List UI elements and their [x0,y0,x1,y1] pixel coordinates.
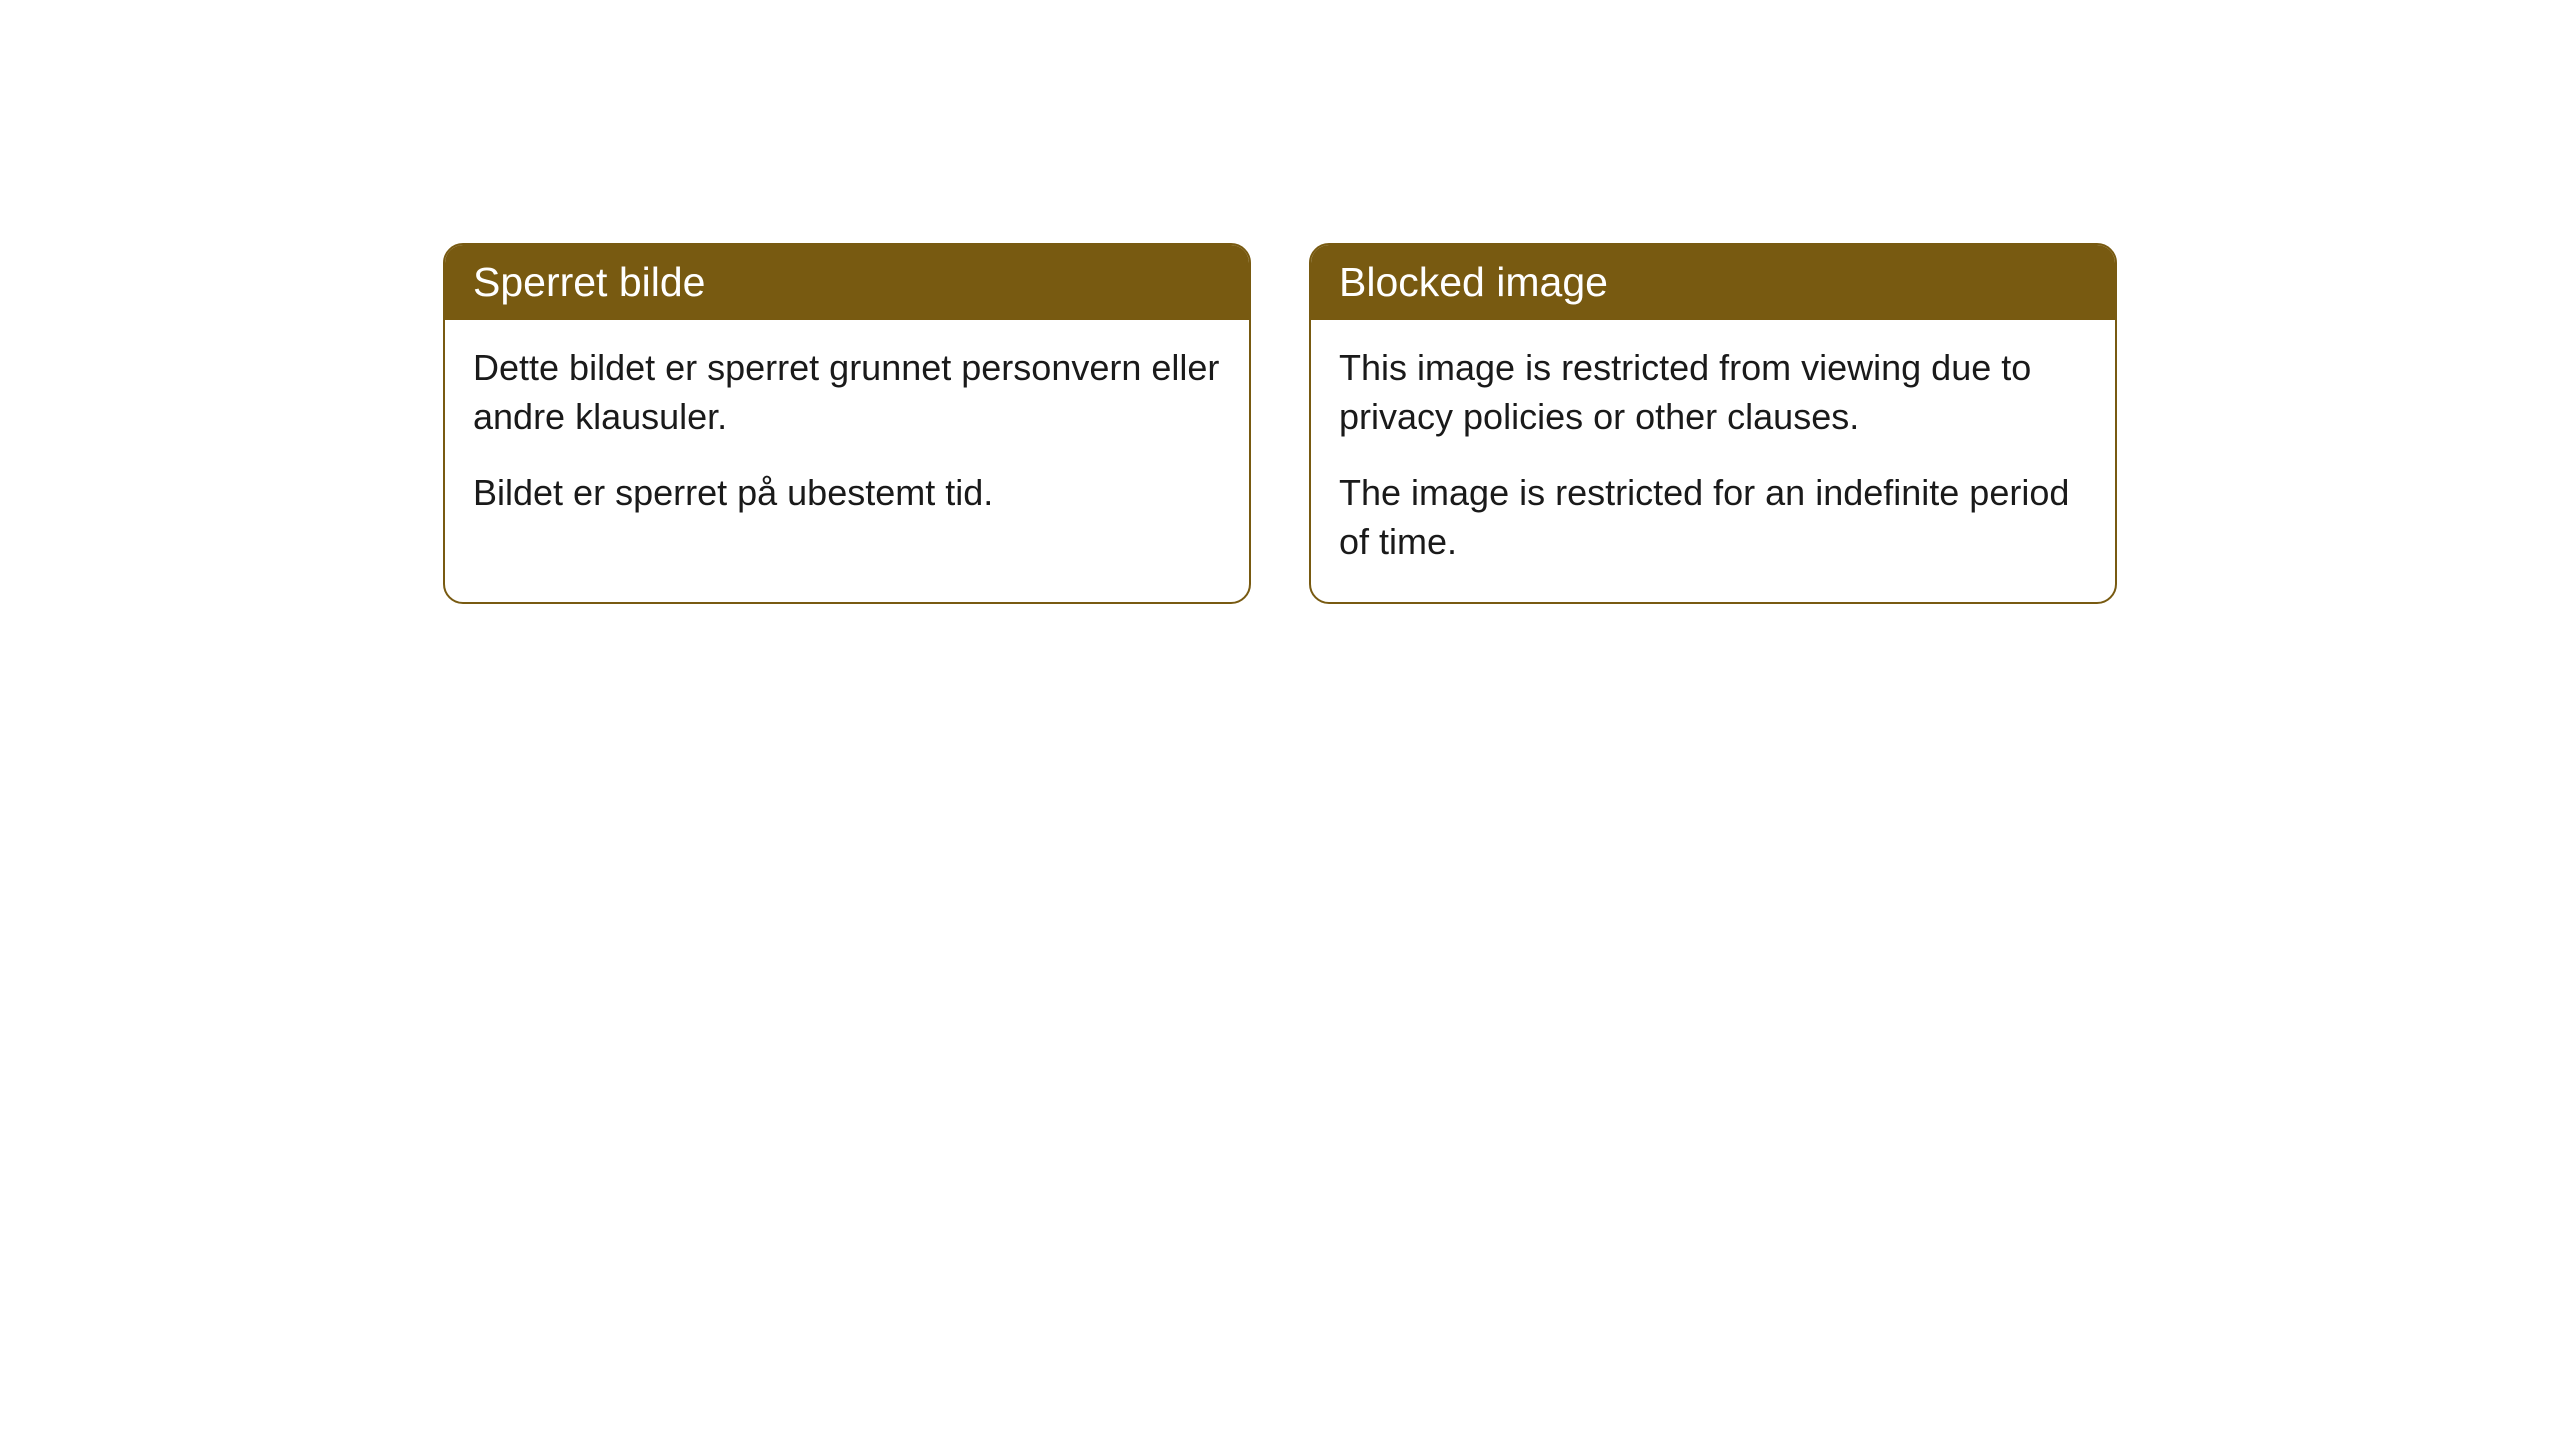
card-paragraph: Dette bildet er sperret grunnet personve… [473,344,1221,441]
card-paragraph: This image is restricted from viewing du… [1339,344,2087,441]
card-body: This image is restricted from viewing du… [1311,320,2115,602]
card-header: Sperret bilde [445,245,1249,320]
card-paragraph: The image is restricted for an indefinit… [1339,469,2087,566]
notice-cards-container: Sperret bilde Dette bildet er sperret gr… [0,243,2560,604]
notice-card-english: Blocked image This image is restricted f… [1309,243,2117,604]
notice-card-norwegian: Sperret bilde Dette bildet er sperret gr… [443,243,1251,604]
card-body: Dette bildet er sperret grunnet personve… [445,320,1249,554]
card-header: Blocked image [1311,245,2115,320]
card-paragraph: Bildet er sperret på ubestemt tid. [473,469,1221,518]
